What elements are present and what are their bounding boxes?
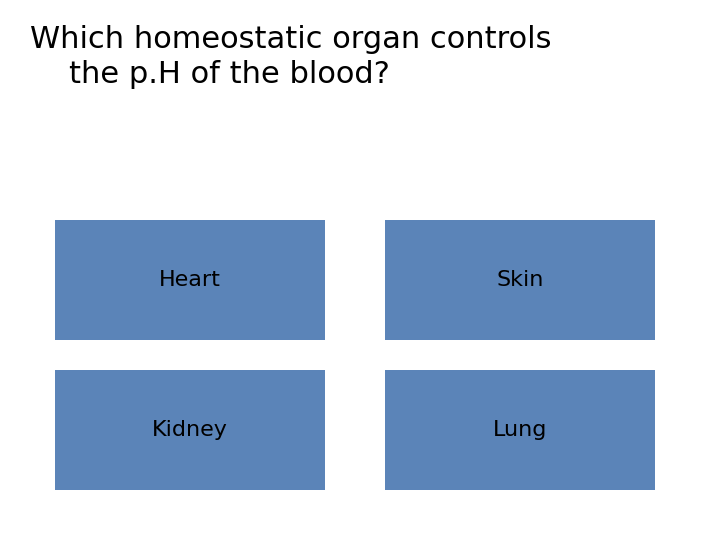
FancyBboxPatch shape — [55, 220, 325, 340]
Text: Skin: Skin — [496, 270, 544, 290]
Text: Which homeostatic organ controls
    the p.H of the blood?: Which homeostatic organ controls the p.H… — [30, 25, 552, 89]
Text: Heart: Heart — [159, 270, 221, 290]
Text: Lung: Lung — [492, 420, 547, 440]
FancyBboxPatch shape — [55, 370, 325, 490]
Text: Kidney: Kidney — [152, 420, 228, 440]
FancyBboxPatch shape — [385, 220, 655, 340]
FancyBboxPatch shape — [385, 370, 655, 490]
